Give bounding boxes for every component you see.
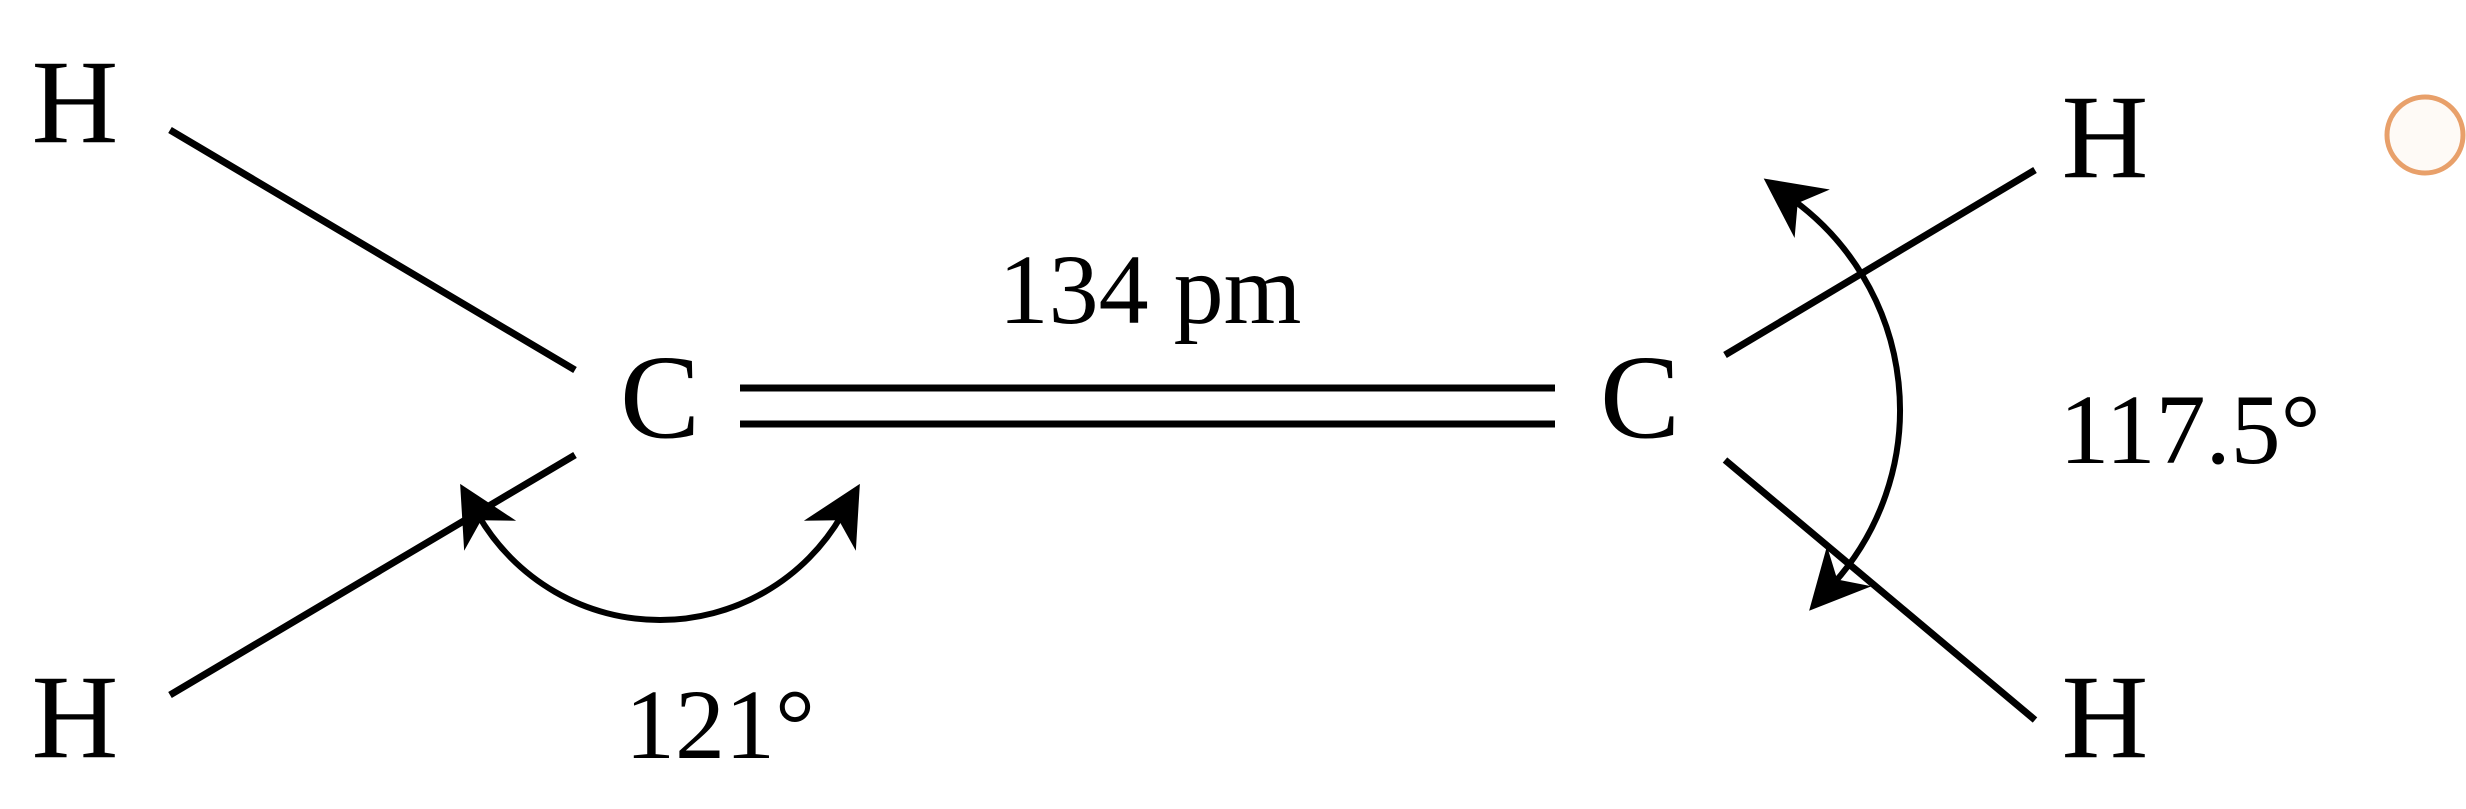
arc-HCC-121 xyxy=(478,515,842,620)
atom-H_top_right: H xyxy=(2062,71,2149,204)
bond-C-right-H-bottomright xyxy=(1725,460,2035,720)
bond-C-right-H-topright xyxy=(1725,170,2035,355)
label-bond_length: 134 pm xyxy=(999,234,1302,345)
atom-H_bottom_left: H xyxy=(32,651,119,784)
label-angle_left: 121° xyxy=(625,669,815,780)
ethene-structure-diagram: H H C C H H 134 pm 121° 117.5° xyxy=(0,0,2466,809)
corner-badge-icon xyxy=(2387,97,2463,173)
atom-C_left: C xyxy=(620,331,700,464)
bond-H-topleft-C-left xyxy=(170,130,575,370)
bond-H-bottomleft-C-left xyxy=(170,455,575,695)
atom-C_right: C xyxy=(1600,331,1680,464)
label-angle_right: 117.5° xyxy=(2059,374,2320,485)
atom-H_bottom_right: H xyxy=(2062,651,2149,784)
atom-H_top_left: H xyxy=(32,36,119,169)
